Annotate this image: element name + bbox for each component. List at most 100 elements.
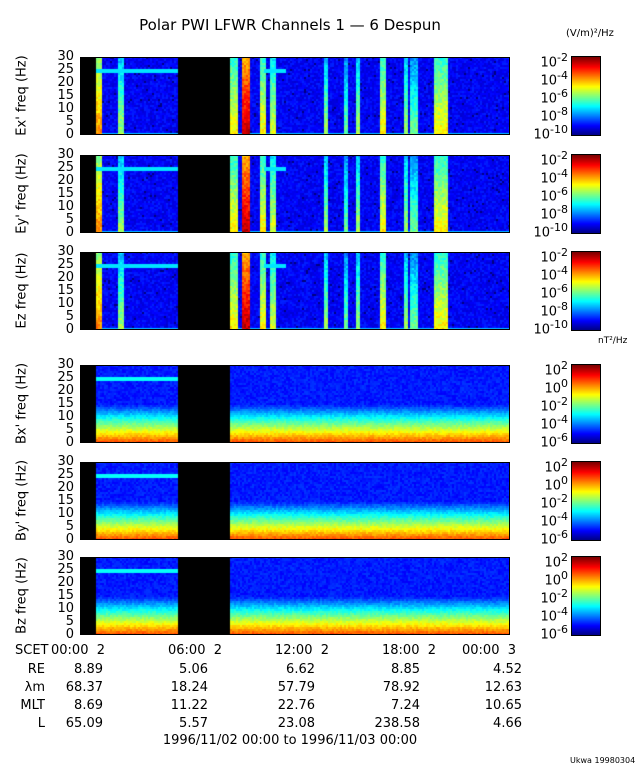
ephemeris-value: 8.69 xyxy=(74,698,103,713)
colorbar-tick: 10-6 xyxy=(540,623,568,643)
y-tick-label: 10 xyxy=(57,101,74,116)
y-tick-label: 5 xyxy=(65,614,74,629)
colorbar-tick: 10-6 xyxy=(540,282,568,302)
panel-frame xyxy=(80,155,510,233)
panel-frame xyxy=(80,252,510,330)
colorbar-tick: 10-4 xyxy=(540,69,568,89)
y-tick-label: 0 xyxy=(65,127,74,142)
colorbar-tick: 10-2 xyxy=(540,492,568,512)
ephemeris-value: 7.24 xyxy=(391,698,420,713)
b-unit: nT²/Hz xyxy=(598,336,628,346)
y-tick-label: 30 xyxy=(57,147,74,162)
y-axis-label: Ex' freq (Hz) xyxy=(14,55,30,136)
ephemeris-value: 22.76 xyxy=(277,698,315,713)
ephemeris-value: 65.09 xyxy=(65,716,103,731)
y-tick-label: 5 xyxy=(65,422,74,437)
y-tick-label: 15 xyxy=(57,493,74,508)
colorbar-tick: 10-6 xyxy=(540,528,568,548)
y-tick-label: 10 xyxy=(57,199,74,214)
colorbar-tick: 10-10 xyxy=(533,221,568,241)
y-tick-label: 25 xyxy=(57,562,74,577)
ephemeris-value: 18.24 xyxy=(170,680,208,695)
colorbar-tick: 10-2 xyxy=(540,246,568,266)
y-tick-label: 0 xyxy=(65,627,74,642)
x-tick-label: 00:00 3 xyxy=(462,643,516,658)
ephemeris-label: L xyxy=(37,716,45,731)
colorbar-tick: 10-6 xyxy=(540,87,568,107)
ephemeris-label: MLT xyxy=(20,698,45,713)
ephemeris-value: 4.52 xyxy=(493,662,522,677)
panel-frame xyxy=(80,462,510,540)
y-axis-label: Ez freq (Hz) xyxy=(14,252,30,329)
panel-frame xyxy=(80,557,510,635)
ephemeris-value: 5.57 xyxy=(179,716,208,731)
colorbar-tick: 10-8 xyxy=(540,105,568,125)
ephemeris-value: 57.79 xyxy=(277,680,315,695)
y-tick-label: 15 xyxy=(57,88,74,103)
y-tick-label: 0 xyxy=(65,322,74,337)
y-tick-label: 25 xyxy=(57,160,74,175)
colorbar xyxy=(571,251,601,331)
y-tick-label: 10 xyxy=(57,506,74,521)
colorbar xyxy=(571,56,601,136)
colorbar xyxy=(571,364,601,444)
y-tick-label: 0 xyxy=(65,225,74,240)
y-tick-label: 15 xyxy=(57,186,74,201)
ephemeris-value: 68.37 xyxy=(65,680,103,695)
ephemeris-value: 6.62 xyxy=(286,662,315,677)
e-unit: (V/m)²/Hz xyxy=(566,28,614,39)
y-tick-label: 30 xyxy=(57,357,74,372)
colorbar-tick: 10-8 xyxy=(540,203,568,223)
colorbar-tick: 10-4 xyxy=(540,167,568,187)
colorbar-tick: 10-6 xyxy=(540,431,568,451)
colorbar-tick: 10-2 xyxy=(540,51,568,71)
y-tick-label: 5 xyxy=(65,309,74,324)
panel-frame xyxy=(80,57,510,135)
ephemeris-value: 238.58 xyxy=(374,716,421,731)
ephemeris-label: RE xyxy=(27,662,45,677)
colorbar-tick: 100 xyxy=(544,377,568,397)
colorbar-tick: 10-4 xyxy=(540,605,568,625)
y-tick-label: 15 xyxy=(57,283,74,298)
ephemeris-value: 8.89 xyxy=(74,662,103,677)
y-tick-label: 10 xyxy=(57,409,74,424)
y-tick-label: 5 xyxy=(65,212,74,227)
spectrogram-6 xyxy=(80,557,510,635)
y-tick-label: 15 xyxy=(57,396,74,411)
y-tick-label: 25 xyxy=(57,467,74,482)
colorbar-tick: 100 xyxy=(544,569,568,589)
y-tick-label: 5 xyxy=(65,519,74,534)
colorbar xyxy=(571,154,601,234)
y-axis-label: Ey' freq (Hz) xyxy=(14,153,30,234)
colorbar-tick: 102 xyxy=(544,456,568,476)
y-tick-label: 10 xyxy=(57,601,74,616)
spectrogram-2 xyxy=(80,155,510,233)
scet-label: SCET xyxy=(15,643,49,658)
colorbar-tick: 100 xyxy=(544,474,568,494)
y-tick-label: 30 xyxy=(57,49,74,64)
colorbar xyxy=(571,461,601,541)
credit: Ukwa 19980304 xyxy=(570,756,636,765)
y-tick-label: 0 xyxy=(65,435,74,450)
ephemeris-label: λm xyxy=(24,680,45,695)
y-tick-label: 20 xyxy=(57,480,74,495)
colorbar xyxy=(571,556,601,636)
y-axis-label: Bx' freq (Hz) xyxy=(14,362,30,445)
spectrogram-1 xyxy=(80,57,510,135)
y-tick-label: 25 xyxy=(57,257,74,272)
colorbar-tick: 10-10 xyxy=(533,318,568,338)
y-tick-label: 20 xyxy=(57,75,74,90)
ephemeris-value: 8.85 xyxy=(391,662,420,677)
colorbar-tick: 10-2 xyxy=(540,149,568,169)
y-tick-label: 30 xyxy=(57,549,74,564)
x-tick-label: 18:00 2 xyxy=(382,643,436,658)
plot-title: Polar PWI LFWR Channels 1 — 6 Despun xyxy=(139,16,441,34)
ephemeris-value: 4.66 xyxy=(493,716,522,731)
y-tick-label: 20 xyxy=(57,270,74,285)
colorbar-tick: 10-4 xyxy=(540,264,568,284)
date-range: 1996/11/02 00:00 to 1996/11/03 00:00 xyxy=(162,733,418,748)
panel-frame xyxy=(80,365,510,443)
y-tick-label: 20 xyxy=(57,173,74,188)
colorbar-tick: 10-4 xyxy=(540,413,568,433)
colorbar-tick: 10-10 xyxy=(533,123,568,143)
